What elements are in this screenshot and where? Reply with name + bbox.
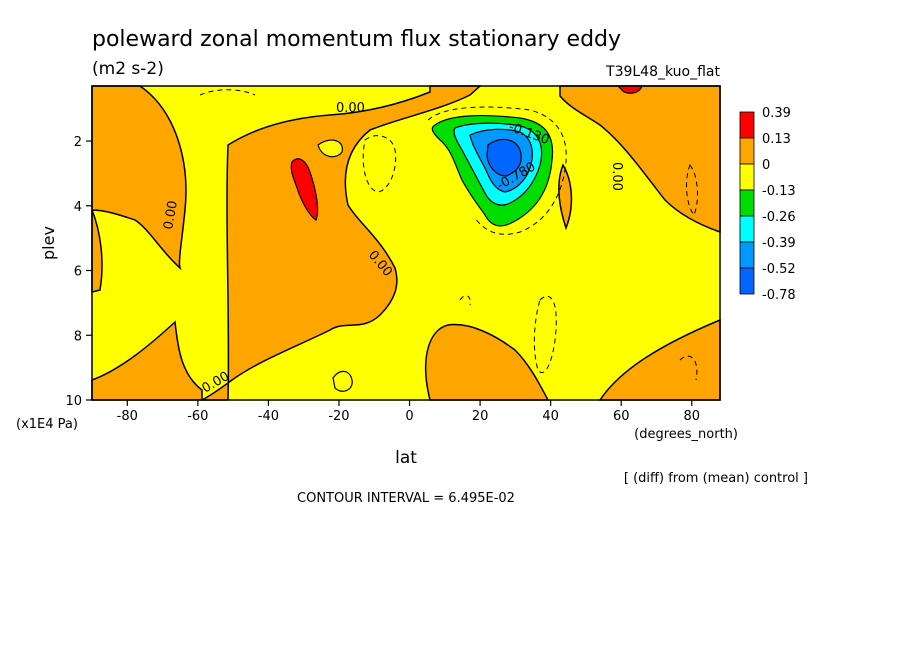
axes: -80 -60 -40 -20 0 20 40 60 80 2 4 6 8 10 xyxy=(65,135,700,424)
region-orange-northern-pole xyxy=(559,85,721,234)
plot-frame xyxy=(91,85,721,401)
positive-regions xyxy=(91,85,721,401)
legend-swatch xyxy=(739,267,755,295)
x-tick-label: 20 xyxy=(472,409,489,424)
legend-label: 0 xyxy=(762,158,770,173)
legend-label: -0.78 xyxy=(762,288,796,303)
legend-swatch xyxy=(739,189,755,217)
region-orange-left-edge xyxy=(91,209,103,293)
x-tick-label: -80 xyxy=(117,409,138,424)
y-tick-label: 6 xyxy=(74,265,82,280)
x-tick-label: 0 xyxy=(405,409,413,424)
y-axis-units: (x1E4 Pa) xyxy=(16,417,78,432)
y-axis-label: plev xyxy=(39,226,58,260)
region-red-southern xyxy=(290,158,319,221)
chart-title: poleward zonal momentum flux stationary … xyxy=(92,27,621,52)
region-orange-northern-mid xyxy=(424,323,550,401)
max-regions xyxy=(290,85,643,221)
x-tick-label: -60 xyxy=(187,409,208,424)
run-label: T39L48_kuo_flat xyxy=(605,64,720,80)
region-blue xyxy=(486,138,522,177)
region-orange-bottom-left xyxy=(91,320,203,401)
contour-label-zero-5: 0.00 xyxy=(609,162,624,191)
legend-swatch xyxy=(739,137,755,165)
contour-label-zero-1: 0.00 xyxy=(336,101,365,116)
yellow-islands xyxy=(317,139,353,392)
plot-area: 0.00 0.00 0.00 0.00 0.00 -0.130 -0.780 xyxy=(91,85,721,401)
negative-core xyxy=(431,114,554,227)
legend-swatch xyxy=(739,163,755,191)
legend-label: -0.26 xyxy=(762,210,796,225)
legend-swatch xyxy=(739,215,755,243)
region-orange-southern-pole xyxy=(91,85,187,271)
x-tick-label: 40 xyxy=(542,409,559,424)
legend-label: -0.52 xyxy=(762,262,796,277)
x-tick-label: 80 xyxy=(684,409,701,424)
x-tick-label: 60 xyxy=(613,409,630,424)
units-label: (m2 s-2) xyxy=(92,59,164,79)
region-orange-northern-tongue xyxy=(558,163,573,231)
x-tick-label: -20 xyxy=(328,409,349,424)
contour-label-zero-2: 0.00 xyxy=(161,200,181,231)
x-axis-units: (degrees_north) xyxy=(634,427,738,442)
dashed-contours xyxy=(199,89,698,381)
legend-swatch xyxy=(739,241,755,269)
y-tick-label: 2 xyxy=(74,135,82,150)
contour-interval: CONTOUR INTERVAL = 6.495E-02 xyxy=(297,491,515,506)
x-axis-label: lat xyxy=(395,448,417,468)
legend-label: 0.13 xyxy=(762,132,791,147)
y-tick-label: 8 xyxy=(74,329,82,344)
legend: 0.39 0.13 0 -0.13 -0.26 -0.39 -0.52 -0.78 xyxy=(739,106,796,303)
legend-swatch xyxy=(739,111,755,139)
legend-label: -0.13 xyxy=(762,184,796,199)
comparison-note: [ (diff) from (mean) control ] xyxy=(624,471,808,486)
legend-label: -0.39 xyxy=(762,236,796,251)
y-tick-label: 10 xyxy=(65,394,82,409)
x-tick-label: -40 xyxy=(258,409,279,424)
y-tick-label: 4 xyxy=(74,200,82,215)
legend-label: 0.39 xyxy=(762,106,791,121)
